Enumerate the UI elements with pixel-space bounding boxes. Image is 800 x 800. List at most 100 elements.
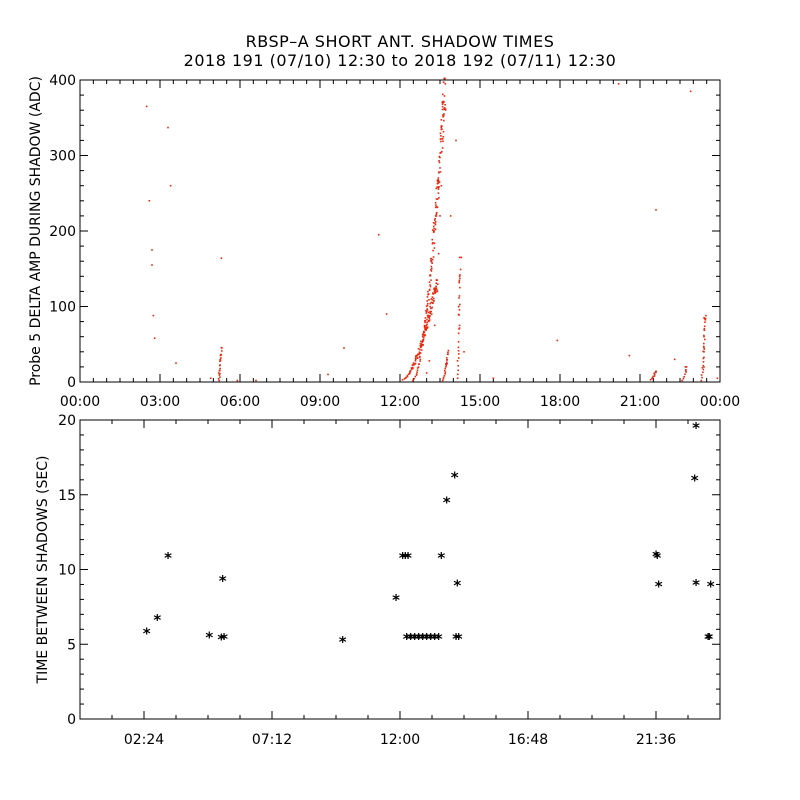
top-data-point — [439, 132, 442, 135]
top-data-point — [556, 339, 559, 342]
bottom-data-point: * — [453, 577, 461, 595]
bottom-data-point: * — [392, 591, 400, 609]
top-data-point — [425, 326, 427, 329]
bottom-data-point: * — [437, 549, 445, 567]
chart-title-line1: RBSP–A SHORT ANT. SHADOW TIMES — [245, 32, 555, 51]
top-data-point — [426, 318, 428, 321]
top-data-point — [442, 140, 444, 143]
bottom-data-point: * — [691, 471, 699, 489]
top-data-point — [432, 302, 434, 305]
top-data-point — [428, 317, 431, 319]
top-data-point — [414, 355, 417, 358]
top-data-point — [417, 366, 420, 368]
top-data-point — [429, 312, 432, 315]
bottom-y-tick-label: 10 — [58, 563, 76, 579]
top-data-point — [443, 369, 446, 372]
top-data-point — [255, 379, 257, 382]
top-data-point — [218, 374, 221, 376]
top-data-point — [457, 332, 460, 335]
bottom-data-point: * — [217, 631, 225, 649]
top-data-point — [458, 281, 461, 284]
top-data-point — [430, 279, 432, 281]
top-data-point — [427, 302, 429, 305]
top-data-point — [430, 265, 433, 268]
top-y-tick-label: 100 — [49, 300, 76, 316]
bottom-data-point: * — [220, 630, 228, 648]
top-data-point — [431, 238, 434, 241]
bottom-data-point: * — [403, 630, 411, 648]
top-x-tick-label: 09:00 — [300, 394, 340, 410]
top-data-point — [430, 258, 433, 260]
top-data-point — [426, 323, 428, 326]
top-data-point — [420, 343, 423, 345]
top-data-point — [436, 198, 439, 200]
bottom-data-point: * — [704, 630, 712, 648]
top-data-point — [426, 326, 429, 328]
bottom-x-tick-label: 02:24 — [124, 732, 164, 748]
top-data-point — [419, 352, 422, 354]
top-data-point — [444, 82, 447, 85]
top-data-point — [445, 365, 447, 368]
top-data-point — [414, 359, 417, 362]
top-data-point — [434, 223, 437, 226]
top-data-point — [427, 316, 429, 319]
top-data-point — [443, 113, 445, 115]
top-data-point — [433, 287, 436, 289]
top-data-point — [436, 289, 438, 291]
top-data-point — [430, 270, 433, 272]
top-data-point — [689, 90, 692, 93]
top-data-point — [421, 341, 424, 343]
top-data-point — [406, 375, 409, 378]
top-data-point — [703, 335, 705, 338]
top-data-point — [415, 355, 417, 357]
top-data-point — [649, 378, 652, 381]
top-data-point — [420, 345, 422, 348]
top-data-point — [444, 367, 447, 370]
top-data-point — [439, 171, 442, 173]
top-data-points — [145, 77, 719, 382]
top-data-point — [422, 340, 424, 342]
top-data-point — [441, 379, 444, 382]
top-data-point — [458, 275, 461, 278]
bottom-data-point: * — [205, 628, 213, 646]
top-data-point — [409, 370, 412, 373]
top-data-point — [425, 327, 428, 329]
top-data-point — [617, 82, 620, 85]
top-data-point — [220, 353, 222, 356]
bottom-data-point: * — [443, 494, 451, 512]
top-data-point — [434, 222, 436, 225]
top-x-tick-label: 12:00 — [380, 394, 420, 410]
top-data-point — [219, 369, 221, 372]
top-data-point — [457, 364, 460, 367]
top-data-point — [457, 349, 460, 352]
top-data-point — [422, 331, 425, 334]
top-data-point — [445, 363, 447, 365]
top-data-point — [427, 311, 430, 314]
top-data-point — [430, 259, 432, 262]
top-data-point — [429, 305, 431, 308]
top-data-point — [406, 374, 409, 377]
top-data-point — [167, 126, 169, 129]
top-data-point — [429, 302, 432, 305]
top-data-point — [430, 301, 433, 304]
bottom-data-point: * — [407, 630, 415, 648]
top-data-point — [459, 286, 461, 289]
top-data-point — [434, 228, 437, 231]
top-data-point — [428, 289, 431, 291]
top-data-point — [445, 359, 448, 361]
top-data-point — [442, 115, 444, 118]
top-data-point — [422, 333, 424, 335]
top-data-point — [437, 252, 440, 255]
top-data-point — [443, 119, 445, 122]
top-data-point — [701, 366, 704, 369]
top-data-point — [435, 204, 437, 206]
top-y-tick-label: 0 — [67, 375, 76, 391]
top-data-point — [420, 349, 423, 351]
top-data-point — [434, 292, 436, 294]
top-data-point — [438, 180, 440, 182]
top-data-point — [458, 327, 461, 329]
top-data-point — [458, 256, 461, 259]
top-data-point — [430, 260, 433, 263]
top-data-point — [441, 128, 443, 130]
